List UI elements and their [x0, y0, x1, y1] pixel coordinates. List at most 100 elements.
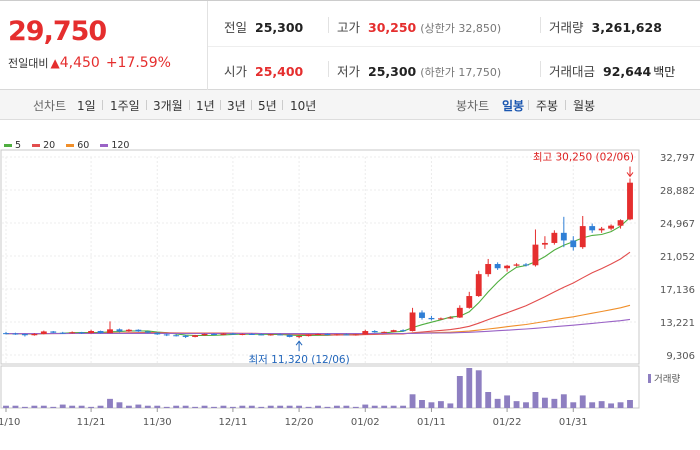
tab-monthly[interactable]: 월봉: [573, 99, 596, 113]
volume-bar: [428, 402, 435, 408]
volume-bar: [192, 406, 199, 408]
divider: [102, 100, 103, 110]
candle-body: [220, 333, 227, 335]
candle-body: [475, 274, 482, 297]
legend-ma5: 5: [4, 140, 21, 151]
tab-10y[interactable]: 10년: [290, 99, 317, 113]
volume-bar: [504, 395, 511, 408]
volume-bar: [485, 392, 492, 408]
low-arrow-head: [295, 340, 303, 346]
price-box: 29,750 전일대비 ▲4,450 +17.59%: [0, 1, 208, 90]
tab-1d[interactable]: 1일: [77, 99, 96, 113]
tab-1w[interactable]: 1주일: [110, 99, 140, 113]
candle-body: [192, 335, 199, 337]
x-tick-label: 11/30: [143, 417, 172, 428]
volume-bar: [88, 406, 95, 408]
tab-5y[interactable]: 5년: [258, 99, 277, 113]
candle-body: [333, 334, 340, 336]
volume-bar: [627, 400, 633, 408]
candle-body: [513, 264, 520, 266]
candle-body: [608, 225, 615, 229]
high-value: 30,250: [368, 20, 417, 35]
volume-label: 거래량: [654, 373, 680, 385]
volume-bar: [409, 394, 416, 408]
volume-bar: [163, 406, 170, 408]
tab-daily[interactable]: 일봉: [502, 99, 525, 113]
chart-tabs-bar: 선차트 1일 1주일 3개월 1년 3년 5년 10년 봉차트 일봉 주봉 월봉: [0, 90, 700, 120]
high-label: 고가: [337, 20, 361, 35]
candle-body: [419, 312, 425, 318]
amount-label: 거래대금: [549, 64, 596, 79]
candle-body: [296, 336, 303, 338]
tab-3y[interactable]: 3년: [227, 99, 246, 113]
candle-body: [579, 226, 586, 248]
divider: [540, 61, 541, 77]
tab-1y[interactable]: 1년: [196, 99, 215, 113]
low-annotation: 최저 11,320 (12/06): [248, 354, 349, 366]
legend-label: 120: [111, 140, 130, 151]
x-tick-label: 01/22: [493, 417, 522, 428]
candle-body: [248, 333, 255, 335]
volume-stat: 거래량 3,261,628: [549, 17, 662, 36]
high-annotation: 최고 30,250 (02/06): [533, 151, 634, 163]
legend-swatch: [4, 144, 12, 147]
volume-bar: [608, 403, 615, 408]
divider: [220, 100, 221, 110]
volume-bar: [560, 394, 567, 408]
candle-body: [97, 331, 104, 334]
volume-bar: [97, 405, 104, 408]
candle-body: [627, 182, 633, 220]
legend-label: 60: [77, 140, 90, 151]
candle-body: [258, 334, 265, 336]
legend-swatch: [100, 144, 109, 147]
legend-label: 5: [15, 140, 22, 151]
open-value: 25,400: [255, 64, 304, 79]
divider: [146, 100, 147, 110]
candle-body: [324, 333, 331, 335]
volume-bar: [617, 402, 624, 408]
volume-bar: [21, 406, 28, 408]
low-stat: 저가 25,300 (하한가 17,750): [337, 61, 501, 80]
candle-body: [229, 333, 236, 335]
row-divider: [208, 46, 700, 47]
volume-bar: [239, 405, 246, 408]
volume-bar: [390, 405, 397, 408]
volume-bar: [598, 401, 605, 408]
amount-unit: 백만: [653, 65, 676, 79]
open-stat: 시가 25,400: [224, 61, 303, 80]
volume-bar: [362, 404, 369, 408]
amount-value: 92,644: [603, 64, 652, 79]
candle-body: [305, 334, 312, 337]
plot-frame: [0, 149, 640, 365]
candle-body: [485, 264, 492, 275]
candle-body: [267, 334, 274, 336]
candle-body: [201, 333, 208, 336]
tab-3m[interactable]: 3개월: [153, 99, 183, 113]
volume-bar: [494, 398, 501, 408]
candle-body: [125, 329, 132, 332]
volume-bar: [513, 401, 520, 408]
y-tick-label: 32,797: [660, 153, 695, 164]
volume-bar: [305, 406, 312, 408]
candle-body: [135, 329, 142, 332]
tab-weekly[interactable]: 주봉: [536, 99, 559, 113]
high-arrow-head: [626, 172, 634, 178]
volume-bar: [220, 405, 227, 408]
volume-bar: [296, 405, 303, 408]
divider: [528, 100, 529, 110]
ma5-line: [6, 217, 631, 337]
volume-legend-swatch: [648, 374, 651, 383]
change-percent: +17.59%: [105, 55, 171, 71]
legend-swatch: [32, 144, 41, 147]
volume-bar: [551, 398, 558, 408]
divider: [328, 17, 329, 33]
volume-bar: [248, 405, 255, 408]
volume-bar: [400, 405, 407, 408]
candle-body: [343, 334, 350, 336]
volume-bar: [381, 405, 388, 408]
candle-body: [59, 332, 66, 334]
volume-bar: [211, 406, 217, 408]
candle-body: [315, 333, 321, 335]
volume-bar: [437, 401, 444, 408]
